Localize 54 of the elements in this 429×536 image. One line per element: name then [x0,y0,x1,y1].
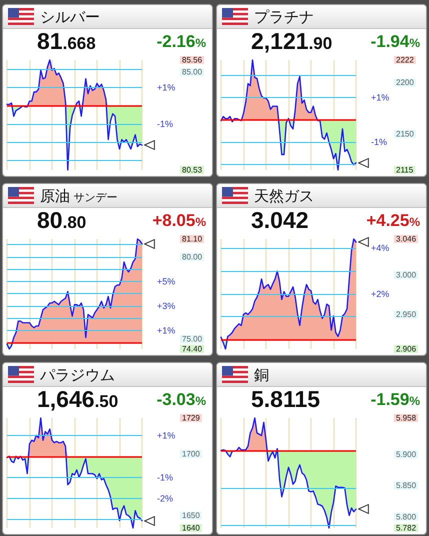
text: -1.94% [370,32,420,51]
y-tick-label: 5.782 [396,524,417,532]
y-tick-label: 85.00 [182,68,203,77]
y-tick-label: 5.850 [396,481,417,490]
y-tick-label: 5.900 [396,450,417,459]
y-tick-label: 2.906 [396,344,417,354]
text: +8.05% [152,211,206,230]
y-tick-label: 85.56 [182,56,203,64]
chart-subtitle: 2,121.90 [251,28,332,54]
y-tick-label: 80.53 [182,166,203,174]
y-tick-label: 1700 [182,449,200,458]
y-tick-label: 80.00 [182,252,203,262]
y-tick-label: 2150 [396,130,414,139]
y2-tick-label: -1% [157,472,174,482]
chart-title: パラジウム [40,365,115,385]
y2-tick-label: +3% [157,300,176,311]
chart-subtitle: 3.042 [251,207,309,233]
text: +4.25% [366,211,420,230]
y-tick-label: 2222 [396,56,414,64]
y-tick-label: 5.958 [396,414,417,422]
text: -3.03% [156,390,206,409]
y2-tick-label: -1% [371,137,388,147]
chart-title: 原油 サンデー [40,186,118,206]
y-tick-label: 74.40 [182,344,203,354]
chart-title: プラチナ [254,7,314,27]
y2-tick-label: +1% [371,92,390,103]
y-tick-label: 3.000 [396,270,417,280]
chart-title: シルバー [40,7,100,27]
y-tick-label: 2200 [396,78,414,88]
y-tick-label: 2115 [396,166,414,174]
y-tick-label: 2.950 [396,310,417,319]
y2-tick-label: +4% [371,242,390,253]
y-tick-label: 1640 [182,524,200,532]
chart-subtitle: 81.668 [37,28,96,54]
y-tick-label: 75.00 [182,334,203,344]
chart-title: 銅 [254,365,269,385]
chart-subtitle: 80.80 [37,207,86,233]
text: -1.59% [370,390,420,409]
chart-subtitle: 5.8115 [251,386,320,412]
y-tick-label: 81.10 [182,234,203,244]
chart-title: 天然ガス [254,186,314,206]
y-tick-label: 5.800 [396,512,417,522]
y-tick-label: 1650 [182,511,200,520]
y-tick-label: 1729 [182,414,200,422]
y2-tick-label: +1% [157,325,176,336]
y2-tick-label: +2% [371,288,390,299]
y2-tick-label: -2% [157,493,174,504]
y-tick-label: 3.046 [396,234,417,244]
chart-subtitle: 1,646.50 [37,386,118,412]
y2-tick-label: +1% [157,82,176,92]
y2-tick-label: +1% [157,430,176,440]
y2-tick-label: +5% [157,276,176,286]
text: -2.16% [156,32,206,51]
y2-tick-label: -1% [157,118,174,129]
